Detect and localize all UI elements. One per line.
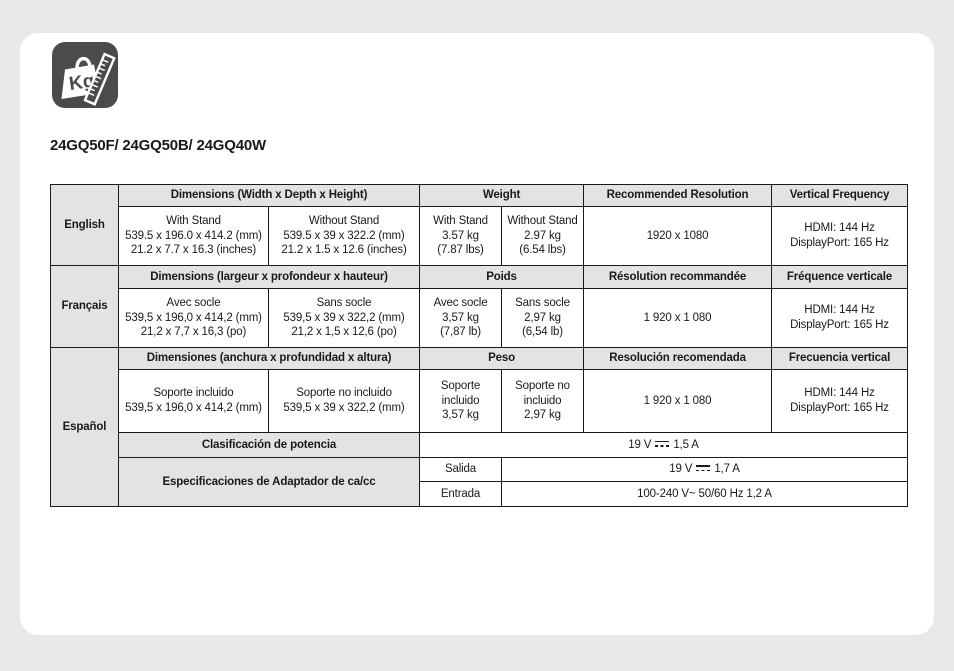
spec-line: 21,2 x 1,5 x 12,6 (po) — [291, 326, 397, 339]
weight-header-cell: Poids — [419, 265, 585, 289]
spec-line: 2.97 kg — [524, 229, 561, 242]
table-row-adapter-input: Entrada 100-240 V~ 50/60 Hz 1,2 A — [51, 481, 909, 507]
spec-line: Sans socle — [316, 296, 372, 309]
frequency-value-cell: HDMI: 144 Hz DisplayPort: 165 Hz — [771, 206, 909, 266]
weight-without-stand-cell: Sans socle 2,97 kg (6,54 lb) — [501, 288, 585, 348]
spec-line: 21,2 x 7,7 x 16,3 (po) — [140, 326, 247, 339]
dimensions-header-cell: Dimensiones (anchura x profundidad x alt… — [117, 347, 421, 370]
dim-without-stand-cell: Soporte no incluido 539,5 x 39 x 322,2 (… — [267, 369, 421, 433]
spec-line: 539.5 x 39 x 322.2 (mm) — [283, 229, 405, 242]
adapter-spec-label-cell: Especificaciones de Adaptador de ca/cc — [117, 457, 421, 507]
dim-with-stand-cell: With Stand 539.5 x 196.0 x 414.2 (mm) 21… — [118, 206, 269, 266]
spec-line: Sans socle — [515, 296, 570, 309]
table-row-data-french: Avec socle 539,5 x 196,0 x 414,2 (mm) 21… — [51, 288, 909, 348]
dim-without-stand-cell: Sans socle 539,5 x 39 x 322,2 (mm) 21,2 … — [267, 288, 421, 348]
spec-line: (6,54 lb) — [522, 326, 563, 339]
dim-with-stand-cell: Soporte incluido 539,5 x 196,0 x 414,2 (… — [118, 369, 269, 433]
direct-current-icon — [655, 440, 670, 449]
spec-line: DisplayPort: 165 Hz — [790, 237, 889, 249]
weight-with-stand-cell: With Stand 3.57 kg (7.87 lbs) — [419, 206, 503, 266]
dim-with-stand-cell: Avec socle 539,5 x 196,0 x 414,2 (mm) 21… — [118, 288, 269, 348]
spec-line: HDMI: 144 Hz — [804, 222, 875, 235]
power-rating-label-cell: Clasificación de potencia — [117, 432, 421, 458]
spec-line: 21.2 x 7.7 x 16.3 (inches) — [130, 244, 257, 257]
power-value-prefix: 19 V — [628, 438, 652, 451]
adapter-input-value-cell: 100-240 V~ 50/60 Hz 1,2 A — [501, 481, 909, 507]
power-value-suffix: 1,5 A — [673, 438, 699, 451]
dimensions-header-cell: Dimensions (largeur x profondeur x haute… — [117, 265, 421, 289]
table-row-power-rating: Clasificación de potencia 19 V 1,5 A — [51, 432, 909, 458]
dim-without-stand-cell: Without Stand 539.5 x 39 x 322.2 (mm) 21… — [267, 206, 421, 266]
spec-line: Soporte incluido — [153, 387, 234, 400]
frequency-value-cell: HDMI: 144 Hz DisplayPort: 165 Hz — [771, 288, 909, 348]
spec-line: (7,87 lb) — [440, 326, 481, 339]
resolution-header-cell: Résolution recommandée — [583, 265, 773, 289]
table-row-header-spanish: Español Dimensiones (anchura x profundid… — [50, 347, 909, 507]
spec-line: incluido — [441, 394, 480, 407]
spec-line: Soporte no — [515, 379, 570, 392]
frequency-header-cell: Frecuencia vertical — [771, 347, 909, 370]
resolution-value-cell: 1 920 x 1 080 — [583, 288, 773, 348]
spec-line: incluido — [523, 394, 562, 407]
spec-line: (6.54 lbs) — [519, 244, 566, 257]
table-row-header-french: Français Dimensions (largeur x profondeu… — [50, 265, 909, 348]
spec-line: Without Stand — [308, 214, 380, 227]
spec-line: Without Stand — [507, 214, 578, 227]
spec-line: HDMI: 144 Hz — [804, 387, 875, 400]
adapter-input-label-cell: Entrada — [419, 481, 503, 507]
spec-line: With Stand — [166, 214, 221, 227]
page-title: 24GQ50F/ 24GQ50B/ 24GQ40W — [50, 137, 266, 154]
weight-without-stand-cell: Soporte no incluido 2,97 kg — [501, 369, 585, 433]
adapter-output-label-cell: Salida — [419, 457, 503, 482]
language-cell-english: English — [50, 184, 119, 266]
weight-without-stand-cell: Without Stand 2.97 kg (6.54 lbs) — [501, 206, 585, 266]
table-row-data-english: With Stand 539.5 x 196.0 x 414.2 (mm) 21… — [51, 206, 909, 266]
resolution-header-cell: Recommended Resolution — [583, 184, 773, 207]
weight-header-cell: Weight — [419, 184, 585, 207]
spec-line: 2,97 kg — [524, 409, 561, 422]
frequency-header-cell: Vertical Frequency — [771, 184, 909, 207]
spec-line: (7.87 lbs) — [437, 244, 484, 257]
spec-line: Avec socle — [166, 296, 221, 309]
spec-line: Soporte — [440, 379, 481, 392]
kg-weight-ruler-icon: Kg — [52, 42, 118, 108]
dimensions-header-cell: Dimensions (Width x Depth x Height) — [117, 184, 421, 207]
power-value-prefix: 19 V — [669, 463, 693, 476]
spec-line: HDMI: 144 Hz — [804, 304, 875, 317]
frequency-value-cell: HDMI: 144 Hz DisplayPort: 165 Hz — [771, 369, 909, 433]
weight-with-stand-cell: Avec socle 3,57 kg (7,87 lb) — [419, 288, 503, 348]
spec-line: 3,57 kg — [442, 409, 479, 422]
spec-line: DisplayPort: 165 Hz — [790, 319, 889, 331]
spec-line: 539.5 x 196.0 x 414.2 (mm) — [125, 229, 262, 242]
spec-line: Soporte no incluido — [296, 387, 392, 400]
spec-line: 539,5 x 39 x 322,2 (mm) — [283, 311, 405, 324]
frequency-header-cell: Fréquence verticale — [771, 265, 909, 289]
spec-line: DisplayPort: 165 Hz — [790, 402, 889, 414]
power-value-suffix: 1,7 A — [714, 463, 740, 476]
weight-with-stand-cell: Soporte incluido 3,57 kg — [419, 369, 503, 433]
spec-line: 539,5 x 196,0 x 414,2 (mm) — [125, 311, 262, 324]
spec-line: With Stand — [433, 214, 488, 227]
spec-line: 539,5 x 196,0 x 414,2 (mm) — [125, 402, 262, 414]
weight-header-cell: Peso — [419, 347, 585, 370]
language-cell-french: Français — [50, 265, 119, 348]
spec-table: English Dimensions (Width x Depth x Heig… — [50, 184, 909, 507]
spec-line: 2,97 kg — [524, 311, 561, 324]
spec-line: 3,57 kg — [442, 311, 479, 324]
spec-line: 21.2 x 1.5 x 12.6 (inches) — [281, 244, 407, 257]
resolution-header-cell: Resolución recomendada — [583, 347, 773, 370]
adapter-output-value-cell: 19 V 1,7 A — [501, 457, 909, 482]
table-row-header-english: English Dimensions (Width x Depth x Heig… — [50, 184, 909, 266]
direct-current-icon — [696, 464, 711, 473]
resolution-value-cell: 1920 x 1080 — [583, 206, 773, 266]
language-cell-spanish: Español — [50, 347, 119, 507]
spec-line: 3.57 kg — [442, 229, 479, 242]
resolution-value-cell: 1 920 x 1 080 — [583, 369, 773, 433]
spec-line: 539,5 x 39 x 322,2 (mm) — [283, 402, 405, 414]
table-row-data-spanish: Soporte incluido 539,5 x 196,0 x 414,2 (… — [51, 369, 909, 433]
spec-line: Avec socle — [433, 296, 488, 309]
content-card: Kg 24GQ50F/ 24GQ50B/ 24GQ40W — [20, 33, 934, 635]
power-rating-value-cell: 19 V 1,5 A — [419, 432, 909, 458]
table-row-adapter-output: Especificaciones de Adaptador de ca/cc S… — [51, 457, 909, 507]
